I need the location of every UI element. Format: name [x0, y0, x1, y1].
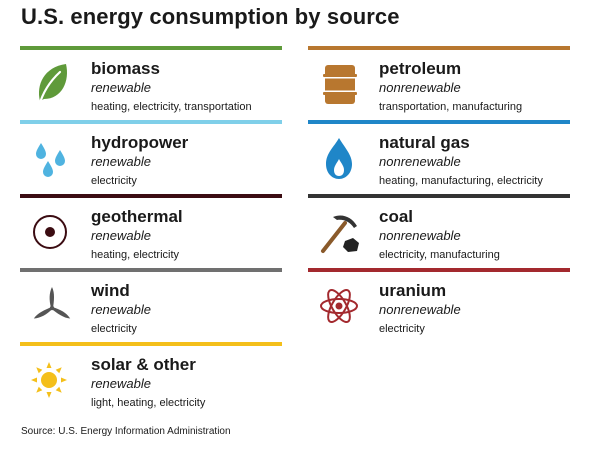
source-entry-natural-gas: natural gas nonrenewable heating, manufa…	[308, 120, 570, 194]
renewable-column: biomass renewable heating, electricity, …	[20, 46, 282, 416]
source-name: uranium	[379, 281, 447, 300]
flame-icon	[318, 133, 362, 183]
source-uses: electricity	[379, 323, 425, 335]
source-name: geothermal	[91, 207, 183, 226]
category-bar	[308, 268, 570, 272]
source-entry-uranium: uranium nonrenewable electricity	[308, 268, 570, 342]
category-bar	[308, 194, 570, 198]
source-uses: electricity	[91, 323, 137, 335]
category-bar	[20, 120, 282, 124]
source-uses: heating, electricity, transportation	[91, 101, 252, 113]
source-entry-coal: coal nonrenewable electricity, manufactu…	[308, 194, 570, 268]
source-type: renewable	[91, 302, 151, 317]
source-uses: transportation, manufacturing	[379, 101, 523, 113]
source-name: petroleum	[379, 59, 462, 78]
source-entry-hydropower: hydropower renewable electricity	[20, 120, 282, 194]
source-uses: light, heating, electricity	[91, 397, 206, 409]
source-name: biomass	[91, 59, 160, 78]
source-type: nonrenewable	[379, 154, 461, 169]
source-entry-biomass: biomass renewable heating, electricity, …	[20, 46, 282, 120]
source-type: renewable	[91, 376, 151, 391]
oil-barrel-icon	[318, 59, 362, 109]
source-uses: heating, manufacturing, electricity	[379, 175, 543, 187]
source-type: renewable	[91, 228, 151, 243]
water-drops-icon	[30, 133, 74, 183]
category-bar	[20, 268, 282, 272]
source-name: hydropower	[91, 133, 189, 152]
source-name: natural gas	[379, 133, 470, 152]
category-bar	[20, 194, 282, 198]
pickaxe-icon	[318, 207, 362, 257]
source-name: solar & other	[91, 355, 196, 374]
category-bar	[308, 46, 570, 50]
earth-core-icon	[30, 207, 74, 257]
source-type: nonrenewable	[379, 80, 461, 95]
atom-icon	[318, 281, 362, 331]
page-title: U.S. energy consumption by source	[21, 4, 400, 29]
category-bar	[20, 46, 282, 50]
source-name: wind	[91, 281, 130, 300]
source-type: nonrenewable	[379, 228, 461, 243]
category-bar	[20, 342, 282, 346]
source-type: renewable	[91, 154, 151, 169]
source-note: Source: U.S. Energy Information Administ…	[21, 426, 231, 437]
nonrenewable-column: petroleum nonrenewable transportation, m…	[308, 46, 570, 342]
source-entry-geothermal: geothermal renewable heating, electricit…	[20, 194, 282, 268]
source-entry-solar: solar & other renewable light, heating, …	[20, 342, 282, 416]
source-name: coal	[379, 207, 414, 226]
sun-icon	[30, 355, 74, 405]
leaf-icon	[30, 59, 74, 109]
source-type: renewable	[91, 80, 151, 95]
category-bar	[308, 120, 570, 124]
source-uses: electricity	[91, 175, 137, 187]
source-uses: electricity, manufacturing	[379, 249, 500, 261]
source-entry-petroleum: petroleum nonrenewable transportation, m…	[308, 46, 570, 120]
source-uses: heating, electricity	[91, 249, 180, 261]
source-type: nonrenewable	[379, 302, 461, 317]
source-entry-wind: wind renewable electricity	[20, 268, 282, 342]
wind-turbine-icon	[30, 281, 74, 331]
